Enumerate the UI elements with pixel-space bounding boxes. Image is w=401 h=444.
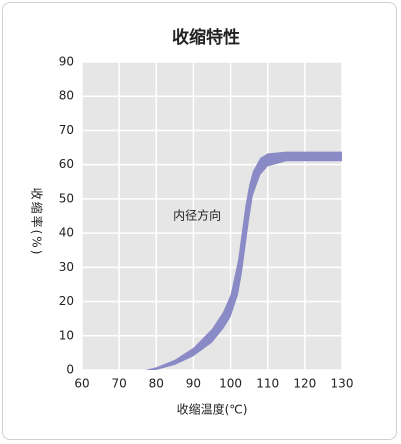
x-tick-label: 60 [74, 377, 89, 391]
y-tick-label: 90 [59, 55, 74, 69]
x-tick-label: 90 [186, 377, 201, 391]
y-tick-label: 30 [59, 260, 74, 274]
plot-area [82, 62, 342, 370]
annotation: 内径方向 [173, 208, 221, 223]
y-axis-label: 收缩率(%) [30, 188, 45, 257]
y-tick-label: 70 [59, 123, 74, 137]
x-tick-label: 120 [293, 377, 316, 391]
y-tick-label: 80 [59, 89, 74, 103]
y-tick-label: 50 [59, 191, 74, 205]
x-axis-label: 收缩温度(℃) [177, 402, 248, 417]
x-tick-label: 70 [112, 377, 127, 391]
frame [2, 2, 397, 440]
y-tick-label: 20 [59, 294, 74, 308]
chart-title: 收缩特性 [172, 27, 240, 48]
y-tick-label: 60 [59, 157, 74, 171]
x-tick-label: 110 [256, 377, 279, 391]
x-tick-label: 80 [149, 377, 164, 391]
y-tick-label: 0 [66, 363, 74, 377]
y-tick-label: 10 [59, 328, 74, 342]
x-tick-label: 100 [219, 377, 242, 391]
x-tick-label: 130 [331, 377, 354, 391]
y-tick-label: 40 [59, 226, 74, 240]
